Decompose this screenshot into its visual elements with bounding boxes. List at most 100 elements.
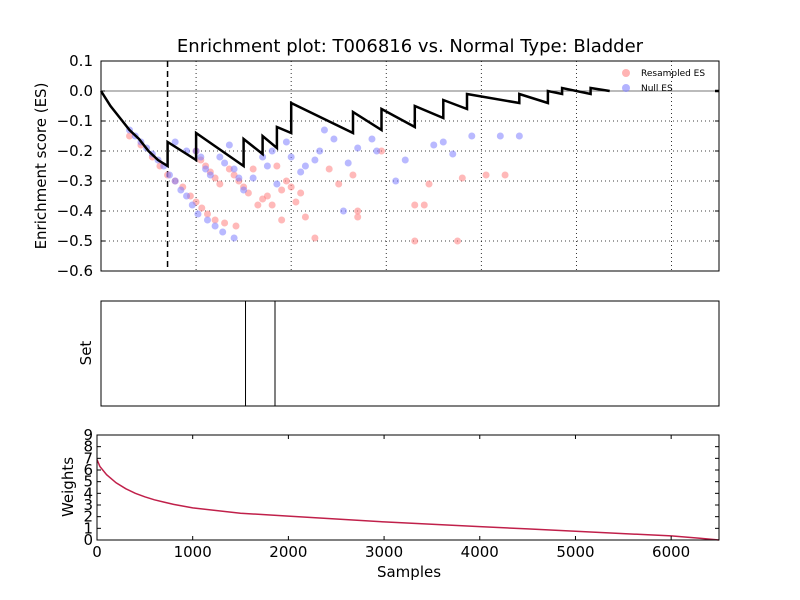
y-tick-label: 0.1	[69, 52, 93, 70]
y-tick-label: 6	[83, 461, 93, 479]
null-es-point	[354, 144, 362, 152]
weights-x-label: Samples	[377, 563, 441, 581]
x-tick-label: 2000	[269, 543, 307, 561]
es-line	[99, 86, 610, 169]
null-es-point	[216, 153, 224, 161]
x-tick-label: 5000	[556, 543, 594, 561]
null-es-point	[392, 177, 400, 185]
resampled-es-point	[221, 219, 229, 227]
null-es-point	[240, 186, 248, 194]
null-es-point	[235, 174, 243, 182]
weights-y-label: Weights	[59, 457, 77, 517]
null-es-point	[368, 135, 376, 143]
enrichment-frame	[100, 60, 720, 272]
null-es-point	[344, 159, 352, 167]
y-tick-label: 1	[83, 519, 93, 537]
resampled-es-point	[335, 180, 343, 188]
resampled-es-point	[425, 180, 433, 188]
resampled-es-point	[458, 174, 466, 182]
null-es-point	[297, 168, 305, 176]
null-es-point	[188, 201, 196, 209]
null-es-point	[515, 132, 523, 140]
enrichment-y-ticks: 0.1 0.0 −0.1 −0.2 −0.3 −0.4 −0.5 −0.6	[57, 52, 719, 280]
null-es-point	[202, 165, 210, 173]
resampled-es-point	[278, 216, 286, 224]
legend: Resampled ES Null ES	[622, 69, 705, 94]
enrichment-grid	[101, 61, 719, 271]
null-es-point	[282, 138, 290, 146]
y-tick-label: 8	[83, 438, 93, 456]
null-es-point	[339, 207, 347, 215]
null-es-point	[287, 153, 295, 161]
null-es-point	[183, 192, 191, 200]
null-es-point	[259, 153, 267, 161]
null-es-point	[230, 165, 238, 173]
null-es-point	[320, 126, 328, 134]
resampled-es-point	[287, 183, 295, 191]
null-es-point	[221, 159, 229, 167]
resampled-es-point	[354, 207, 362, 215]
y-tick-label: −0.2	[57, 142, 93, 160]
null-es-point	[171, 138, 179, 146]
resampled-es-point	[216, 180, 224, 188]
null-es-point	[203, 216, 211, 224]
resampled-es-point	[420, 201, 428, 209]
weights-marks	[96, 459, 720, 541]
set-panel: Set	[77, 300, 720, 407]
null-es-point	[439, 138, 447, 146]
resampled-es-point	[273, 162, 281, 170]
y-tick-label: 3	[83, 496, 93, 514]
y-tick-label: −0.5	[57, 232, 93, 250]
resampled-es-point	[325, 165, 333, 173]
null-es-point	[165, 171, 173, 179]
y-tick-label: 9	[83, 426, 93, 444]
legend-marker-resampled	[622, 69, 630, 77]
y-tick-label: 2	[83, 508, 93, 526]
y-tick-label: −0.1	[57, 112, 93, 130]
resampled-es-point	[311, 234, 319, 242]
y-tick-label: −0.3	[57, 172, 93, 190]
legend-label-resampled: Resampled ES	[641, 69, 705, 79]
resampled-es-point	[278, 186, 286, 194]
resampled-es-point	[268, 201, 276, 209]
resampled-es-point	[501, 171, 509, 179]
resampled-es-point	[454, 237, 462, 245]
null-es-point	[197, 153, 205, 161]
null-es-point	[263, 162, 271, 170]
null-es-point	[194, 210, 202, 218]
null-es-point	[225, 141, 233, 149]
null-es-point	[219, 228, 227, 236]
enrichment-marks	[99, 61, 719, 271]
enrichment-panel: 0.1 0.0 −0.1 −0.2 −0.3 −0.4 −0.5 −0.6 Enrichmen…	[32, 52, 720, 280]
resampled-es-point	[249, 165, 257, 173]
resampled-es-point	[297, 189, 305, 197]
weights-line	[96, 459, 720, 541]
weights-x-ticks: 0 1000 2000 3000 4000 5000 6000	[92, 435, 690, 561]
weights-frame	[96, 434, 720, 541]
null-es-point	[230, 234, 238, 242]
legend-marker-null	[622, 84, 630, 92]
null-es-point	[496, 132, 504, 140]
y-tick-label: 4	[83, 484, 93, 502]
null-es-point	[206, 171, 214, 179]
resampled-es-point	[232, 222, 240, 230]
resampled-es-point	[349, 171, 357, 179]
null-es-point	[171, 177, 179, 185]
null-es-point	[311, 156, 319, 164]
null-es-point	[468, 132, 476, 140]
set-frame	[100, 300, 720, 407]
resampled-es-point	[482, 171, 490, 179]
null-es-point	[301, 162, 309, 170]
null-es-point	[177, 186, 185, 194]
resampled-es-point	[354, 213, 362, 221]
y-tick-label: −0.6	[57, 262, 93, 280]
set-y-label: Set	[77, 341, 95, 366]
null-es-point	[268, 147, 276, 155]
null-es-point	[430, 141, 438, 149]
null-es-point	[401, 156, 409, 164]
y-tick-label: 0	[83, 531, 93, 549]
y-tick-label: 0.0	[69, 82, 93, 100]
